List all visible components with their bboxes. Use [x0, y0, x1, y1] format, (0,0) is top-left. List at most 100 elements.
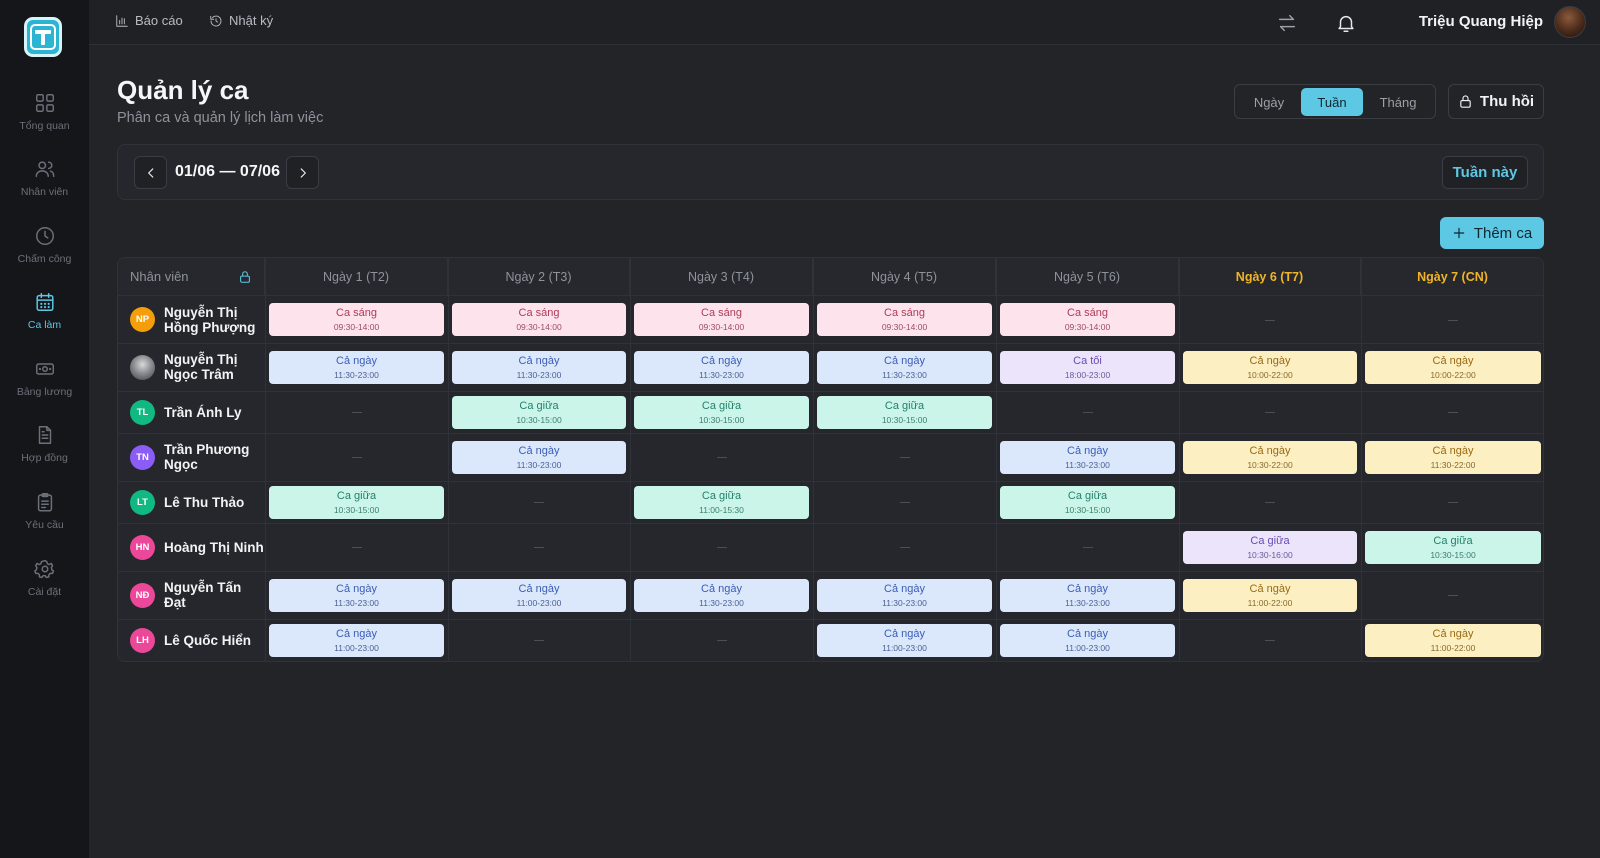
empty-slot-marker[interactable]: [900, 457, 910, 458]
shift-block[interactable]: Cả ngày 10:00-22:00: [1365, 351, 1541, 384]
empty-slot-marker[interactable]: [1448, 595, 1458, 596]
log-link[interactable]: Nhật ký: [209, 13, 273, 28]
employee-cell[interactable]: LH Lê Quốc Hiển: [118, 619, 265, 661]
empty-slot-marker[interactable]: [1448, 502, 1458, 503]
empty-slot-marker[interactable]: [900, 502, 910, 503]
shift-block[interactable]: Cả ngày 10:00-22:00: [1183, 351, 1357, 384]
shift-block[interactable]: Cả ngày 11:30-23:00: [269, 579, 444, 612]
sidebar-item-shifts[interactable]: Ca làm: [0, 291, 89, 351]
employee-cell[interactable]: LT Lê Thu Thảo: [118, 481, 265, 523]
shift-block[interactable]: Cả ngày 10:30-22:00: [1183, 441, 1357, 474]
shift-block[interactable]: Cả ngày 11:30-23:00: [1000, 441, 1175, 474]
empty-slot-marker[interactable]: [717, 547, 727, 548]
week-range: 01/06 — 07/06: [175, 163, 280, 180]
shift-block[interactable]: Ca sáng 09:30-14:00: [452, 303, 626, 336]
shift-block[interactable]: Ca giữa 11:00-15:30: [634, 486, 809, 519]
view-week-button[interactable]: Tuần: [1301, 88, 1363, 116]
shift-block[interactable]: Ca sáng 09:30-14:00: [634, 303, 809, 336]
shift-block[interactable]: Ca giữa 10:30-15:00: [269, 486, 444, 519]
sidebar-item-overview[interactable]: Tổng quan: [0, 92, 89, 152]
shift-block[interactable]: Ca giữa 10:30-15:00: [452, 396, 626, 429]
shift-block[interactable]: Cả ngày 11:00-22:00: [1365, 624, 1541, 657]
shift-block[interactable]: Ca giữa 10:30-15:00: [1365, 531, 1541, 564]
lock-icon[interactable]: [238, 270, 252, 284]
sidebar-item-requests[interactable]: Yêu cầu: [0, 491, 89, 551]
shift-name: Cả ngày: [1067, 444, 1108, 457]
sidebar-item-contracts[interactable]: Hợp đồng: [0, 424, 89, 484]
shift-block[interactable]: Ca giữa 10:30-15:00: [817, 396, 992, 429]
gear-icon: [33, 559, 54, 579]
shift-block[interactable]: Ca sáng 09:30-14:00: [269, 303, 444, 336]
empty-slot-marker[interactable]: [1265, 412, 1275, 413]
empty-slot-marker[interactable]: [352, 457, 362, 458]
empty-slot-marker[interactable]: [1265, 640, 1275, 641]
shift-block[interactable]: Cả ngày 11:00-23:00: [269, 624, 444, 657]
empty-slot-marker[interactable]: [1265, 502, 1275, 503]
sidebar-item-employees[interactable]: Nhân viên: [0, 158, 89, 218]
employee-cell[interactable]: NP Nguyễn Thị Hồng Phượng: [118, 296, 265, 343]
empty-slot-marker[interactable]: [900, 547, 910, 548]
shift-block[interactable]: Cả ngày 11:00-23:00: [452, 579, 626, 612]
shift-block[interactable]: Cả ngày 11:00-23:00: [1000, 624, 1175, 657]
shift-block[interactable]: Ca giữa 10:30-16:00: [1183, 531, 1357, 564]
empty-slot-marker[interactable]: [534, 547, 544, 548]
sidebar-item-settings[interactable]: Cài đặt: [0, 558, 89, 618]
sidebar-item-payroll[interactable]: Bảng lương: [0, 358, 89, 418]
empty-slot-marker[interactable]: [352, 412, 362, 413]
empty-slot-marker[interactable]: [534, 502, 544, 503]
shift-time: 11:30-23:00: [516, 369, 562, 380]
empty-slot-marker[interactable]: [717, 457, 727, 458]
employee-cell[interactable]: HN Hoàng Thị Ninh: [118, 523, 265, 571]
notifications-button[interactable]: [1335, 12, 1357, 34]
empty-slot-marker[interactable]: [1265, 320, 1275, 321]
shift-block[interactable]: Ca giữa 10:30-15:00: [634, 396, 809, 429]
employee-cell[interactable]: TL Trần Ánh Ly: [118, 391, 265, 433]
revoke-button[interactable]: Thu hồi: [1448, 84, 1544, 119]
shift-block[interactable]: Cả ngày 11:30-22:00: [1365, 441, 1541, 474]
this-week-button[interactable]: Tuần này: [1442, 156, 1528, 189]
shift-block[interactable]: Ca giữa 10:30-15:00: [1000, 486, 1175, 519]
empty-slot-marker[interactable]: [352, 547, 362, 548]
user-avatar[interactable]: [1554, 6, 1586, 38]
shift-block[interactable]: Cả ngày 11:30-23:00: [634, 351, 809, 384]
shift-block[interactable]: Ca sáng 09:30-14:00: [1000, 303, 1175, 336]
user-name[interactable]: Triệu Quang Hiệp: [1418, 13, 1543, 30]
shift-block[interactable]: Cả ngày 11:30-23:00: [452, 351, 626, 384]
column-divider: [1179, 258, 1180, 661]
shift-block[interactable]: Cả ngày 11:00-22:00: [1183, 579, 1357, 612]
sidebar-item-attendance[interactable]: Chấm công: [0, 225, 89, 285]
shift-block[interactable]: Cả ngày 11:30-23:00: [452, 441, 626, 474]
empty-slot-marker[interactable]: [717, 640, 727, 641]
shift-block[interactable]: Cả ngày 11:30-23:00: [817, 351, 992, 384]
view-month-button[interactable]: Tháng: [1379, 94, 1417, 110]
employee-cell[interactable]: NĐ Nguyễn Tấn Đạt: [118, 571, 265, 619]
shift-time: 11:30-23:00: [699, 369, 744, 380]
column-divider: [265, 258, 266, 661]
empty-slot-marker[interactable]: [1083, 412, 1093, 413]
row-divider: [118, 391, 1543, 392]
shift-block[interactable]: Cả ngày 11:30-23:00: [269, 351, 444, 384]
view-day-button[interactable]: Ngày: [1253, 94, 1285, 110]
prev-week-button[interactable]: [134, 156, 167, 189]
empty-slot-marker[interactable]: [534, 640, 544, 641]
shift-block[interactable]: Ca sáng 09:30-14:00: [817, 303, 992, 336]
employee-cell[interactable]: TN Trần Phương Ngọc: [118, 433, 265, 481]
shift-name: Cả ngày: [884, 582, 925, 595]
shift-block[interactable]: Cả ngày 11:30-23:00: [634, 579, 809, 612]
shift-block[interactable]: Cả ngày 11:00-23:00: [817, 624, 992, 657]
shift-block[interactable]: Cả ngày 11:30-23:00: [1000, 579, 1175, 612]
empty-slot-marker[interactable]: [1448, 320, 1458, 321]
empty-slot-marker[interactable]: [1083, 547, 1093, 548]
next-week-button[interactable]: [286, 156, 319, 189]
add-shift-button[interactable]: Thêm ca: [1440, 217, 1544, 249]
empty-slot-marker[interactable]: [1448, 412, 1458, 413]
employee-name: Nguyễn Tấn Đạt: [164, 580, 242, 610]
shift-block[interactable]: Ca tối 18:00-23:00: [1000, 351, 1175, 384]
report-link[interactable]: Báo cáo: [115, 13, 183, 28]
shift-block[interactable]: Cả ngày 11:30-23:00: [817, 579, 992, 612]
employee-cell[interactable]: Nguyễn Thị Ngọc Trâm: [118, 343, 265, 391]
app-logo[interactable]: [24, 17, 62, 57]
switch-button[interactable]: [1276, 12, 1298, 34]
bell-icon: [1338, 15, 1354, 32]
employee-avatar: LT: [130, 489, 155, 515]
